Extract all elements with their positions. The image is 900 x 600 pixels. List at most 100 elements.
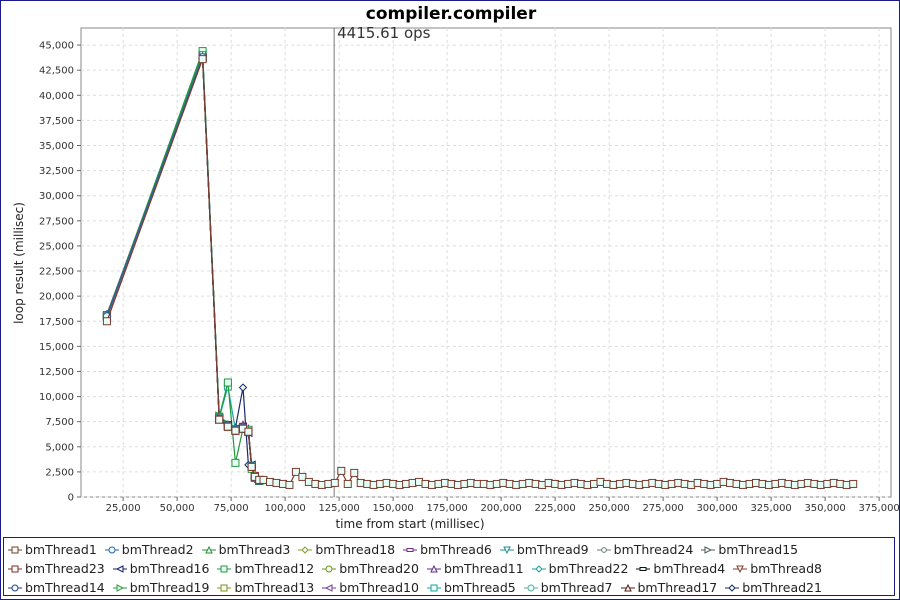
legend-marker-icon (596, 546, 611, 553)
marker-square (745, 479, 754, 488)
legend-marker-icon (8, 546, 22, 553)
legend-marker-icon (112, 564, 127, 573)
marker-triangle-right (704, 545, 713, 554)
marker-square (430, 584, 438, 591)
legend-marker-icon (620, 583, 635, 591)
legend-marker-icon (426, 584, 441, 591)
y-tick-label: 25,000 (39, 241, 74, 252)
legend-marker-icon (733, 565, 748, 573)
marker-square (518, 479, 527, 488)
legend-label: bmThread16 (129, 561, 210, 576)
marker-square (415, 477, 424, 486)
marker-square (648, 478, 657, 487)
marker-square (460, 479, 469, 488)
marker-square (499, 478, 508, 487)
marker-circle (325, 565, 333, 572)
marker-square (525, 478, 534, 487)
marker-square (823, 479, 832, 488)
marker-square (247, 462, 256, 471)
marker-triangle-left (325, 583, 333, 592)
marker-square (408, 478, 417, 487)
marker-square (752, 478, 760, 487)
x-tick-label: 100,000 (264, 503, 305, 514)
marker-square (758, 479, 767, 488)
legend-marker-icon (499, 546, 514, 554)
legend-marker-icon (8, 565, 22, 572)
legend-label: bmThread8 (750, 561, 822, 576)
marker-square (596, 477, 605, 486)
y-tick-label: 42,500 (39, 66, 74, 77)
legend-label: bmThread10 (339, 580, 419, 595)
x-tick-label: 250,000 (588, 503, 629, 514)
marker-square (220, 584, 228, 591)
marker-square (803, 478, 812, 487)
series-marks (102, 47, 858, 489)
x-tick-label: 300,000 (696, 503, 737, 514)
y-tick-label: 2,500 (45, 467, 74, 478)
x-tick-label: 275,000 (642, 503, 683, 514)
legend-item: bmThread5 (426, 578, 516, 597)
marker-square (635, 480, 644, 489)
marker-square (654, 479, 663, 488)
marker-square (223, 422, 232, 431)
marker-square (479, 479, 488, 488)
marker-circle (527, 584, 535, 591)
marker-diamond (728, 583, 736, 592)
x-tick-label: 125,000 (318, 503, 359, 514)
legend-item: bmThread6 (403, 540, 492, 559)
marker-triangle (430, 564, 438, 572)
legend-marker-icon (217, 584, 232, 591)
marker-square (661, 480, 670, 489)
grid (80, 27, 892, 498)
marker-square (291, 467, 300, 476)
legend-label: bmThread19 (129, 580, 210, 595)
marker-square (447, 479, 456, 488)
legend-marker-icon (531, 564, 546, 573)
marker-square (223, 378, 232, 387)
legend-item: bmThread10 (322, 578, 419, 597)
marker-square (797, 479, 806, 488)
marker-square (389, 479, 398, 488)
y-tick-label: 35,000 (39, 141, 74, 152)
x-tick-label: 375,000 (858, 503, 899, 514)
legend-item: bmThread23 (8, 559, 105, 578)
legend-marker-icon (104, 546, 119, 553)
marker-square (739, 480, 748, 489)
y-tick-label: 5,000 (45, 442, 74, 453)
y-tick-label: 7,500 (45, 417, 74, 428)
legend-label: bmThread13 (234, 580, 315, 595)
legend-marker-icon (298, 545, 313, 554)
marker-square (11, 565, 19, 572)
legend-label: bmThread24 (613, 542, 694, 557)
legend-marker-icon (112, 583, 127, 592)
y-tick-label: 17,500 (39, 317, 74, 328)
x-tick-label: 350,000 (804, 503, 845, 514)
legend-item: bmThread13 (217, 578, 314, 597)
legend-item: bmThread4 (636, 559, 725, 578)
legend-marker-icon (217, 565, 232, 572)
marker-square (285, 480, 294, 489)
legend-marker-icon (322, 565, 337, 572)
marker-square (356, 478, 365, 487)
y-tick-label: 22,500 (39, 267, 74, 278)
marker-square (726, 478, 735, 487)
legend-item: bmThread11 (426, 559, 524, 578)
y-tick-label: 12,500 (39, 367, 74, 378)
marker-square (842, 480, 851, 489)
marker-square (278, 479, 287, 488)
x-tick-label: 175,000 (426, 503, 467, 514)
legend-marker-icon (201, 545, 216, 553)
marker-square (505, 479, 514, 488)
legend-label: bmThread17 (637, 580, 718, 595)
marker-triangle (623, 583, 632, 591)
y-tick-label: 10,000 (39, 392, 74, 403)
legend-item: bmThread8 (733, 559, 822, 578)
legend-item: bmThread19 (112, 578, 210, 597)
y-tick-label: 45,000 (39, 41, 74, 52)
legend-label: bmThread18 (315, 542, 396, 557)
legend-label: bmThread12 (234, 561, 315, 576)
chart-title: compiler.compiler (366, 4, 537, 24)
marker-square (551, 479, 560, 488)
marker-square (466, 478, 475, 487)
legend-marker-icon (636, 566, 651, 571)
